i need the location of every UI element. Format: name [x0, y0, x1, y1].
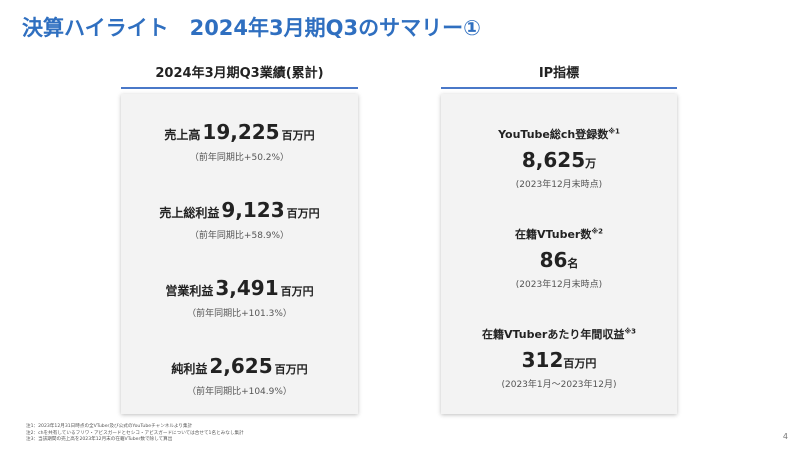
ip-revenue-per-vtuber: 在籍VTuberあたり年間収益※3 312百万円 (2023年1月〜2023年1…: [441, 326, 677, 390]
metric-label: 売上総利益: [159, 206, 220, 220]
ip-period: (2023年12月末時点): [515, 280, 603, 290]
right-section-header: IP指標: [441, 62, 677, 89]
ip-footnote-mark: ※2: [591, 227, 604, 236]
footnotes: 注1：2023年12月31日時点の全VTuber及び公式のYouTubeチャンネ…: [26, 424, 244, 444]
ip-footnote-mark: ※3: [624, 327, 637, 336]
ip-footnote-mark: ※1: [608, 127, 620, 136]
ip-youtube-subscribers: YouTube総ch登録数※1 8,625万 (2023年12月末時点): [441, 126, 677, 190]
metric-yoy: （前年同期比+58.9%）: [189, 231, 290, 241]
left-section-title: 2024年3月期Q3業績(累計): [155, 66, 324, 81]
ip-unit: 名: [567, 257, 579, 270]
page-number: 4: [782, 432, 788, 441]
ip-label: YouTube総ch登録数: [498, 128, 609, 141]
results-panel: 売上高 19,225 百万円 （前年同期比+50.2%） 売上総利益 9,123 百万円…: [121, 94, 358, 414]
ip-metrics-panel: YouTube総ch登録数※1 8,625万 (2023年12月末時点) 在籍V…: [441, 94, 677, 414]
footnote: 注3：当該期間の売上高を2023年12月末の在籍VTuber数で除して算出: [26, 437, 173, 442]
metric-operating-profit: 営業利益 3,491 百万円 （前年同期比+101.3%）: [121, 276, 358, 319]
right-header-underline: [441, 87, 677, 89]
ip-period: (2023年1月〜2023年12月): [501, 380, 617, 390]
ip-unit: 百万円: [563, 357, 597, 370]
footnote: 注1：2023年12月31日時点の全VTuber及び公式のYouTubeチャンネ…: [26, 424, 193, 429]
metric-unit: 百万円: [280, 285, 314, 298]
slide-title: 決算ハイライト 2024年3月期Q3のサマリー①: [22, 16, 481, 40]
ip-label: 在籍VTuberあたり年間収益: [481, 328, 625, 341]
footnote: 注2：chを共有しているフリワ・アビスガードとセシコ・アビスガードについては合せ…: [26, 430, 244, 436]
ip-label: 在籍VTuber数: [514, 228, 592, 241]
ip-value: 8,625: [521, 148, 586, 172]
metric-label: 売上高: [164, 128, 201, 142]
right-section-title: IP指標: [538, 66, 580, 81]
metric-label: 純利益: [171, 362, 208, 376]
ip-value: 312: [521, 348, 564, 372]
left-section-header: 2024年3月期Q3業績(累計): [121, 62, 358, 89]
metric-gross-profit: 売上総利益 9,123 百万円 （前年同期比+58.9%）: [121, 198, 358, 241]
ip-vtuber-count: 在籍VTuber数※2 86名 (2023年12月末時点): [441, 226, 677, 290]
left-header-underline: [121, 87, 358, 89]
metric-yoy: （前年同期比+104.9%）: [187, 387, 292, 397]
metric-value: 19,225: [202, 120, 280, 144]
metric-label: 営業利益: [165, 284, 214, 298]
metric-yoy: （前年同期比+101.3%）: [187, 309, 292, 319]
ip-unit: 万: [585, 157, 597, 170]
metric-value: 2,625: [209, 354, 273, 378]
ip-value: 86: [539, 248, 568, 272]
metric-unit: 百万円: [274, 363, 308, 376]
metric-revenue: 売上高 19,225 百万円 （前年同期比+50.2%）: [121, 120, 358, 163]
metric-unit: 百万円: [286, 207, 320, 220]
metric-net-profit: 純利益 2,625 百万円 （前年同期比+104.9%）: [121, 354, 358, 397]
metric-yoy: （前年同期比+50.2%）: [189, 153, 290, 163]
metric-unit: 百万円: [281, 129, 315, 142]
metric-value: 3,491: [215, 276, 279, 300]
ip-period: (2023年12月末時点): [515, 180, 603, 190]
metric-value: 9,123: [221, 198, 285, 222]
